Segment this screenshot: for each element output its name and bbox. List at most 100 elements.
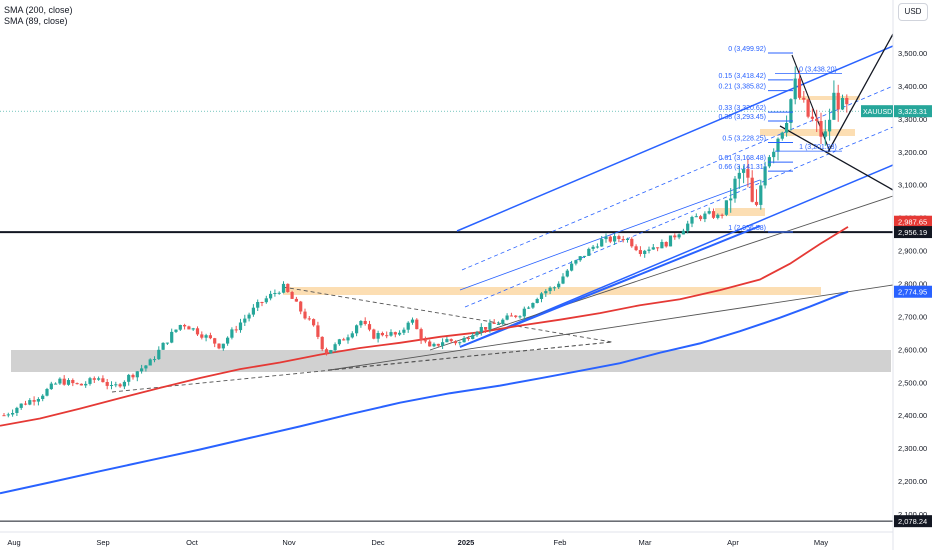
candle (122, 380, 126, 390)
fib-secondary-label: 1 (3,201.93) (799, 144, 837, 151)
candle (561, 273, 565, 285)
candle (105, 379, 109, 390)
currency-button[interactable]: USD (898, 3, 928, 21)
candle (152, 356, 157, 363)
candle (393, 331, 397, 338)
candle (664, 241, 668, 248)
candle (66, 378, 71, 386)
candle (505, 313, 509, 321)
channel-mid-dashed-2 (461, 85, 894, 271)
candle (845, 94, 849, 113)
candle (423, 336, 427, 344)
fib-label: 0.15 (3,418.42) (719, 73, 766, 80)
candle (290, 290, 294, 299)
support-zone-gray (11, 350, 891, 372)
candle (750, 170, 754, 203)
candle (651, 244, 655, 250)
candle (6, 412, 10, 418)
candle (54, 382, 58, 385)
candle (243, 314, 247, 326)
candle (217, 343, 221, 350)
price-tag-value: 2,078.24 (898, 517, 927, 526)
wedge-lower (827, 33, 894, 153)
candle (238, 318, 243, 333)
candle (97, 376, 101, 381)
time-axis: Aug Sep Oct Nov Dec 2025 Feb Mar Apr May (0, 531, 893, 547)
candle (380, 331, 384, 337)
time-tick-label: Aug (7, 538, 20, 547)
candle (161, 342, 165, 350)
time-tick-label: Sep (96, 538, 109, 547)
trend-black-long (429, 195, 894, 351)
candle (686, 220, 690, 234)
trend-black-lower (329, 284, 894, 371)
candle (711, 208, 716, 219)
price-tick-label: 3,100.00 (898, 181, 927, 190)
candle (165, 342, 169, 345)
candle (617, 234, 621, 243)
candle (716, 213, 720, 220)
candle (260, 301, 264, 307)
fib-level: 0.38 (3,293.45) (719, 114, 793, 122)
candle (157, 346, 161, 360)
candle (832, 80, 836, 120)
channel-mid-thin (459, 179, 761, 291)
candle (221, 343, 225, 351)
candle (131, 373, 135, 380)
candle (376, 330, 380, 343)
candle (806, 98, 810, 119)
fib-level: 1 (2,956.58) (728, 225, 793, 233)
price-tick-label: 2,200.00 (898, 477, 927, 486)
candle (565, 269, 569, 278)
candle (647, 246, 651, 254)
candle (329, 349, 333, 354)
candle (45, 387, 49, 397)
candle (410, 317, 415, 325)
candle (2, 413, 6, 417)
candle (350, 331, 354, 339)
candle (767, 155, 771, 169)
candle (49, 381, 53, 390)
candle (819, 112, 823, 144)
candle (797, 70, 802, 100)
candlesticks (2, 66, 849, 418)
candle (273, 289, 277, 297)
legend-sma-200[interactable]: SMA (200, close) (4, 5, 73, 15)
candle (557, 281, 561, 289)
candle (484, 327, 488, 333)
candle (230, 327, 234, 340)
fib-label: 0.5 (3,228.25) (722, 135, 766, 142)
candle (453, 340, 458, 346)
candle (406, 321, 410, 333)
candle (458, 341, 462, 346)
fib-label: 0.21 (3,385.82) (719, 84, 766, 91)
candle (79, 383, 83, 386)
price-tag: 2,774.95 (894, 285, 932, 298)
candle (587, 247, 591, 256)
zone-orange-small-2 (760, 129, 855, 136)
fib-level: 0.15 (3,418.42) (719, 73, 793, 81)
candle (625, 237, 630, 243)
candle (673, 233, 677, 240)
candle (785, 115, 789, 137)
candle (15, 406, 19, 416)
candle (527, 306, 531, 309)
candle (737, 165, 741, 189)
legend-sma-89[interactable]: SMA (89, close) (4, 16, 68, 26)
candle (127, 373, 131, 386)
candle (836, 84, 840, 122)
candle (432, 342, 436, 348)
zone-orange-small-3 (800, 96, 860, 100)
channel-upper-line (456, 45, 894, 232)
trendlines (111, 33, 894, 393)
candle (312, 318, 316, 327)
candle (668, 235, 673, 247)
candle (608, 235, 612, 244)
candle (746, 158, 750, 188)
candle (269, 290, 273, 301)
horizontal-levels (0, 110, 893, 522)
sma-89-line (0, 226, 849, 427)
channel-lower-line (459, 164, 894, 348)
candle (445, 336, 449, 343)
